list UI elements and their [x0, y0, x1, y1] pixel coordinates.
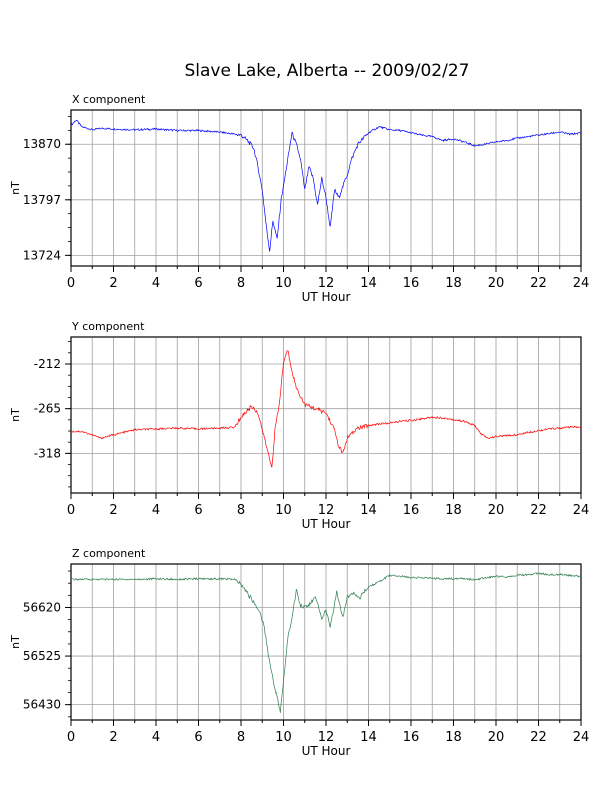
- x-tick-label: 2: [109, 276, 117, 291]
- x-tick-label: 16: [403, 503, 420, 518]
- x-tick-label: 22: [530, 503, 547, 518]
- x-tick-label: 10: [275, 276, 292, 291]
- x-tick-label: 0: [67, 276, 75, 291]
- series-line: [71, 119, 581, 252]
- y-tick-label: 13724: [23, 248, 61, 262]
- x-tick-label: 20: [488, 503, 505, 518]
- x-tick-label: 6: [194, 730, 202, 745]
- x-tick-label: 16: [403, 730, 420, 745]
- x-tick-label: 12: [318, 503, 335, 518]
- x-tick-label: 8: [237, 503, 245, 518]
- x-tick-label: 12: [318, 276, 335, 291]
- x-axis-label: UT Hour: [302, 517, 351, 531]
- chart-title: X component: [72, 93, 146, 106]
- x-tick-label: 24: [573, 276, 590, 291]
- x-tick-label: 20: [488, 730, 505, 745]
- x-axis-label: UT Hour: [302, 290, 351, 304]
- x-tick-label: 18: [445, 503, 462, 518]
- x-tick-label: 18: [445, 276, 462, 291]
- x-tick-label: 0: [67, 503, 75, 518]
- y-tick-label: -212: [34, 357, 61, 371]
- y-tick-label: 56620: [23, 600, 61, 614]
- x-tick-label: 6: [194, 503, 202, 518]
- x-tick-label: 14: [360, 503, 377, 518]
- x-tick-label: 12: [318, 730, 335, 745]
- y-axis-label: nT: [9, 408, 22, 422]
- x-tick-label: 8: [237, 730, 245, 745]
- x-tick-label: 10: [275, 503, 292, 518]
- x-tick-label: 14: [360, 276, 377, 291]
- x-tick-label: 20: [488, 276, 505, 291]
- x-tick-label: 2: [109, 503, 117, 518]
- x-tick-label: 4: [152, 730, 160, 745]
- x-tick-label: 14: [360, 730, 377, 745]
- x-tick-label: 0: [67, 730, 75, 745]
- x-tick-label: 18: [445, 730, 462, 745]
- x-tick-label: 6: [194, 276, 202, 291]
- chart-title: Z component: [72, 547, 146, 560]
- y-tick-label: 56430: [23, 698, 61, 712]
- y-axis-label: nT: [9, 181, 22, 195]
- y-tick-label: -318: [34, 446, 61, 460]
- y-tick-label: 13797: [23, 193, 61, 207]
- x-tick-label: 22: [530, 276, 547, 291]
- y-tick-label: 56525: [23, 649, 61, 663]
- x-tick-label: 8: [237, 276, 245, 291]
- y-tick-label: -265: [34, 402, 61, 416]
- x-tick-label: 10: [275, 730, 292, 745]
- chart-title: Y component: [71, 320, 145, 333]
- x-tick-label: 24: [573, 503, 590, 518]
- x-tick-label: 4: [152, 503, 160, 518]
- x-tick-label: 24: [573, 730, 590, 745]
- x-tick-label: 22: [530, 730, 547, 745]
- x-tick-label: 4: [152, 276, 160, 291]
- y-tick-label: 13870: [23, 137, 61, 151]
- page-title: Slave Lake, Alberta -- 2009/02/27: [185, 61, 470, 81]
- x-tick-label: 16: [403, 276, 420, 291]
- series-line: [71, 350, 581, 468]
- x-axis-label: UT Hour: [302, 744, 351, 758]
- y-axis-label: nT: [9, 635, 22, 649]
- series-line: [71, 572, 581, 713]
- x-tick-label: 2: [109, 730, 117, 745]
